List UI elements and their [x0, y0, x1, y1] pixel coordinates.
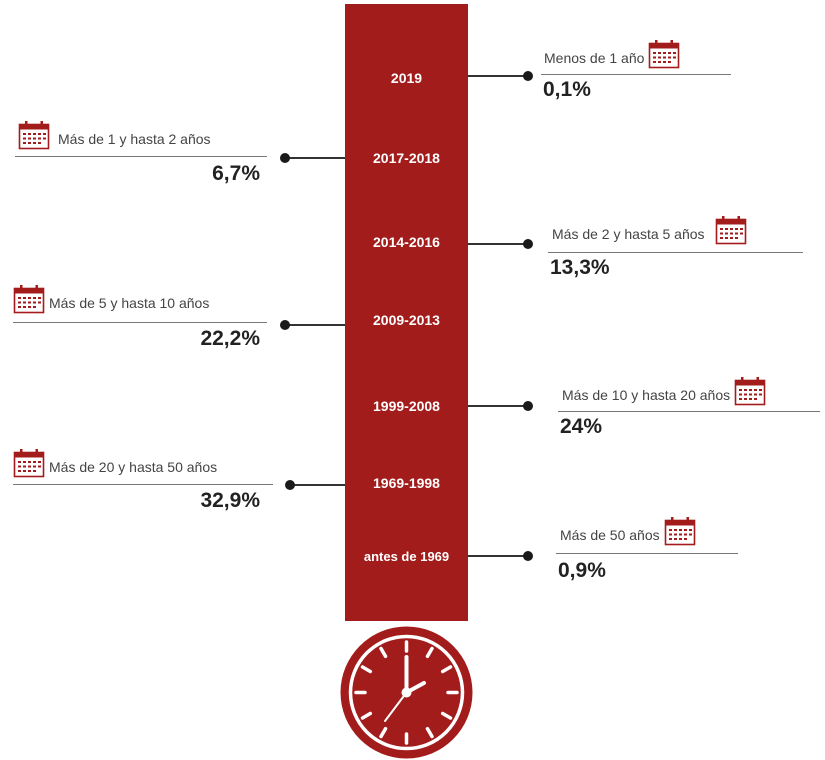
- year-label-antes-de-1969: antes de 1969: [363, 549, 450, 564]
- connector-dot: [523, 551, 533, 561]
- calendar-icon: [649, 40, 680, 69]
- year-label-1999-2008: 1999-2008: [373, 398, 440, 414]
- connector-line: [468, 75, 530, 77]
- year-label-2009-2013: 2009-2013: [373, 312, 440, 328]
- connector-line: [285, 157, 345, 159]
- connector-line: [285, 324, 345, 326]
- entry-value: 0,1%: [543, 78, 591, 101]
- calendar-icon: [664, 517, 695, 546]
- entry-underline: [15, 156, 267, 157]
- clock-icon: [340, 626, 473, 759]
- year-label-2017-2018: 2017-2018: [373, 150, 440, 166]
- entry-label: Más de 10 y hasta 20 años: [562, 387, 731, 403]
- entry-label-row: Más de 50 años: [560, 516, 696, 546]
- entry-value: 13,3%: [550, 256, 610, 279]
- connector-dot: [523, 71, 533, 81]
- entry-underline: [541, 74, 731, 75]
- year-label-2019: 2019: [390, 70, 423, 86]
- entry-underline: [558, 411, 820, 412]
- entry-value: 6,7%: [212, 162, 260, 185]
- entry-label-row: Más de 10 y hasta 20 años: [562, 376, 766, 406]
- entry-label: Más de 20 y hasta 50 años: [49, 459, 218, 475]
- entry-label: Más de 5 y hasta 10 años: [49, 295, 210, 311]
- year-label-2014-2016: 2014-2016: [373, 234, 440, 250]
- entry-label-row: Menos de 1 año: [544, 39, 680, 69]
- connector-dot: [285, 480, 295, 490]
- entry-value: 22,2%: [200, 327, 260, 350]
- entry-label-row: Más de 5 y hasta 10 años: [13, 284, 209, 314]
- entry-underline: [556, 553, 738, 554]
- connector-dot: [523, 401, 533, 411]
- entry-label: Más de 50 años: [560, 527, 660, 543]
- calendar-icon: [734, 377, 766, 406]
- connector-line: [290, 484, 345, 486]
- entry-value: 0,9%: [558, 559, 606, 582]
- calendar-icon: [13, 285, 45, 314]
- connector-line: [468, 405, 530, 407]
- entry-label-row: Más de 2 y hasta 5 años: [552, 215, 747, 245]
- year-label-1969-1998: 1969-1998: [373, 475, 440, 491]
- entry-label: Menos de 1 año: [544, 50, 645, 66]
- entry-value: 32,9%: [200, 489, 260, 512]
- entry-label: Más de 1 y hasta 2 años: [58, 131, 211, 147]
- entry-underline: [13, 322, 267, 323]
- connector-dot: [280, 153, 290, 163]
- connector-line: [468, 555, 530, 557]
- calendar-icon: [715, 216, 746, 245]
- entry-label: Más de 2 y hasta 5 años: [552, 226, 705, 242]
- entry-value: 24%: [560, 415, 603, 438]
- calendar-icon: [18, 121, 50, 150]
- timeline-bar: 2019 2017-2018 2014-2016 2009-2013 1999-…: [345, 4, 468, 621]
- entry-label-row: Más de 20 y hasta 50 años: [13, 448, 217, 478]
- entry-underline: [548, 252, 803, 253]
- connector-line: [468, 243, 530, 245]
- entry-label-row: Más de 1 y hasta 2 años: [18, 120, 211, 150]
- connector-dot: [280, 320, 290, 330]
- entry-underline: [13, 484, 273, 485]
- calendar-icon: [13, 449, 45, 478]
- connector-dot: [523, 239, 533, 249]
